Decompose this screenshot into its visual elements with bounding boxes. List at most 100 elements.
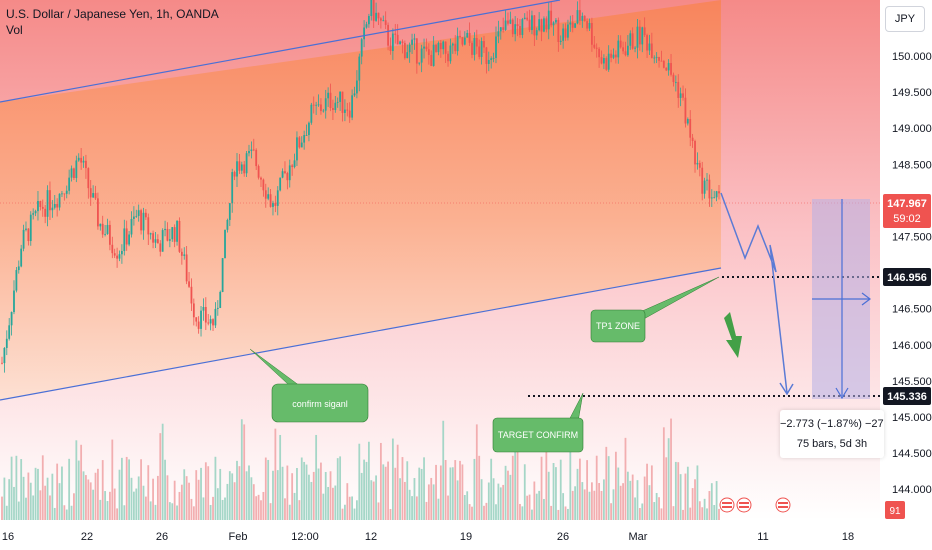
volume-bar bbox=[132, 491, 135, 520]
volume-bar bbox=[600, 490, 603, 520]
volume-bar bbox=[164, 459, 166, 520]
volume-bar bbox=[631, 474, 634, 520]
candle-body bbox=[221, 258, 224, 292]
volume-bar bbox=[238, 466, 241, 520]
candle-body bbox=[56, 204, 59, 208]
volume-bar bbox=[581, 482, 584, 520]
volume-bar bbox=[547, 471, 550, 520]
candle-body bbox=[478, 46, 481, 57]
candle-body bbox=[3, 347, 6, 364]
callout-tp1-zone[interactable]: TP1 ZONE bbox=[590, 276, 720, 343]
volume-bar bbox=[310, 481, 313, 520]
candle-body bbox=[356, 80, 358, 94]
volume-bar bbox=[327, 486, 330, 520]
volume-bar bbox=[667, 438, 670, 520]
candle-body bbox=[130, 218, 133, 235]
measure-info-box: −2.773 (−1.87%) −277. 75 bars, 5d 3h bbox=[780, 410, 884, 458]
candle-body bbox=[439, 42, 442, 50]
price-axis[interactable]: 150.000 149.500 149.000 148.500 147.500 146.5… bbox=[892, 51, 932, 496]
candle-body bbox=[236, 161, 238, 177]
volume-bar bbox=[576, 468, 579, 520]
candle-body bbox=[406, 52, 409, 59]
price-tick-label: 144.500 bbox=[892, 448, 932, 460]
candle-body bbox=[672, 74, 675, 83]
volume-bar bbox=[490, 458, 493, 520]
volume-bar bbox=[423, 457, 425, 520]
volume-bar bbox=[231, 473, 234, 520]
candle-body bbox=[305, 135, 308, 136]
candle-body bbox=[46, 190, 49, 217]
candle-body bbox=[696, 162, 699, 165]
volume-bar bbox=[29, 482, 32, 520]
currency-button[interactable]: JPY bbox=[885, 6, 925, 32]
candle-body bbox=[329, 92, 332, 109]
candle-body bbox=[13, 290, 15, 313]
candle-body bbox=[442, 41, 445, 50]
candle-body bbox=[432, 44, 435, 66]
volume-bar bbox=[236, 460, 238, 520]
candle-body bbox=[403, 42, 406, 59]
candle-body bbox=[137, 210, 140, 216]
candle-body bbox=[216, 307, 219, 309]
candle-body bbox=[703, 180, 706, 194]
volume-bar bbox=[588, 491, 591, 520]
candle-body bbox=[293, 160, 296, 168]
us-flag-event-icon[interactable] bbox=[775, 497, 791, 513]
candle-body bbox=[97, 198, 99, 227]
volume-bar bbox=[432, 484, 435, 520]
time-axis[interactable]: 16 22 26 Feb 12:00 12 19 26 Mar 11 18 bbox=[2, 531, 854, 543]
candle-body bbox=[240, 164, 243, 171]
volume-bar bbox=[166, 475, 169, 520]
candle-body bbox=[600, 57, 603, 64]
candle-body bbox=[650, 43, 653, 59]
volume-bar bbox=[22, 476, 25, 520]
volume-bar bbox=[341, 508, 344, 520]
volume-bar bbox=[586, 460, 589, 520]
candle-body bbox=[495, 36, 497, 58]
volume-bar bbox=[696, 465, 699, 520]
time-tick-label: 12:00 bbox=[291, 531, 319, 543]
callout-target-confirm-label: TARGET CONFIRM bbox=[498, 430, 578, 440]
volume-bar bbox=[10, 456, 13, 520]
volume-bar bbox=[694, 479, 696, 520]
us-flag-event-icon[interactable] bbox=[719, 497, 735, 513]
candle-body bbox=[315, 104, 318, 106]
volume-bar bbox=[250, 477, 253, 520]
volume-bar bbox=[161, 423, 164, 520]
volume-bar bbox=[171, 503, 174, 520]
time-tick-label: Feb bbox=[229, 531, 248, 543]
volume-bar bbox=[396, 444, 399, 520]
tp1-price-label: 146.956 bbox=[883, 268, 931, 286]
candle-body bbox=[653, 57, 656, 59]
candle-body bbox=[667, 63, 670, 71]
us-flag-event-icon[interactable] bbox=[736, 497, 752, 513]
volume-bar bbox=[334, 485, 337, 520]
candle-body bbox=[408, 44, 411, 53]
volume-bar bbox=[411, 496, 413, 520]
volume-bar bbox=[339, 456, 342, 520]
candle-body bbox=[631, 33, 634, 49]
candle-body bbox=[451, 43, 454, 46]
volume-bar bbox=[154, 504, 157, 520]
callout-target-confirm[interactable]: TARGET CONFIRM bbox=[492, 392, 584, 453]
volume-bar bbox=[113, 488, 116, 520]
volume-bar bbox=[49, 495, 51, 520]
candle-body bbox=[224, 229, 226, 259]
target-price-value: 145.336 bbox=[887, 391, 927, 403]
volume-bar bbox=[473, 458, 476, 520]
candle-body bbox=[670, 63, 672, 75]
volume-bar bbox=[403, 481, 406, 520]
volume-bar bbox=[571, 490, 574, 520]
candle-body bbox=[461, 37, 464, 45]
channel-lower-line[interactable] bbox=[0, 267, 722, 401]
volume-bar bbox=[73, 493, 75, 520]
projection-path[interactable] bbox=[720, 192, 788, 394]
callout-confirm-signal[interactable]: confirm siganl bbox=[249, 348, 369, 423]
candle-body bbox=[27, 228, 30, 242]
volume-bar bbox=[315, 434, 318, 520]
volume-bar bbox=[75, 440, 78, 520]
candle-body bbox=[610, 53, 612, 58]
channel-upper-line[interactable] bbox=[0, 0, 561, 103]
candle-body bbox=[583, 15, 586, 22]
